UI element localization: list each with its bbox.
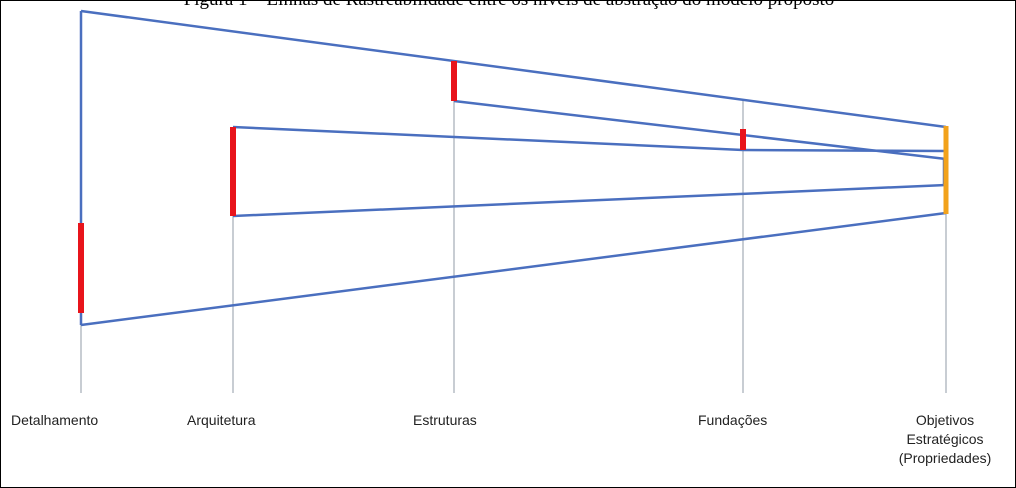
stage-label-arquitetura: Arquitetura <box>187 412 256 428</box>
stage-label-objetivos: Objetivos Estratégicos (Propriedades) <box>889 411 1001 468</box>
stage-label-line: Estratégicos <box>906 431 984 447</box>
trace-line <box>232 125 744 152</box>
trace-line <box>742 148 947 153</box>
trace-arquitetura <box>231 125 947 218</box>
trace-line <box>80 9 947 129</box>
trace-line <box>80 211 947 327</box>
stage-label-detalhamento: Detalhamento <box>11 412 99 428</box>
trace-line <box>453 99 947 161</box>
stage-label-line: Objetivos <box>915 412 975 428</box>
trace-line <box>232 183 947 218</box>
stage-label-estruturas: Estruturas <box>413 412 477 428</box>
trace-estruturas <box>452 61 947 161</box>
stage-label-line: (Propriedades) <box>898 450 992 466</box>
stage-label-fundacoes: Fundações <box>698 412 768 428</box>
trace-detalhamento <box>79 9 947 327</box>
figure-caption: Figura 1 – Linhas de Rastreabilidade ent… <box>1 1 1015 11</box>
